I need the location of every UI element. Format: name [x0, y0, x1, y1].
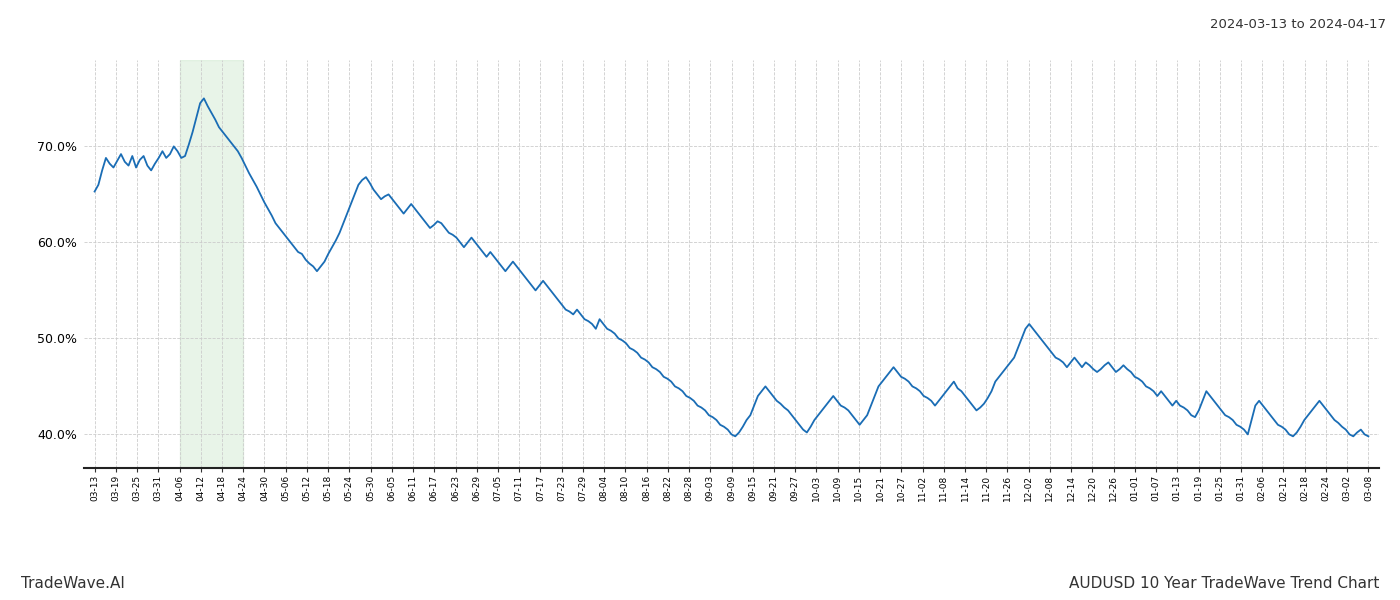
- Bar: [179, 60, 244, 468]
- Text: TradeWave.AI: TradeWave.AI: [21, 576, 125, 591]
- Text: 2024-03-13 to 2024-04-17: 2024-03-13 to 2024-04-17: [1210, 18, 1386, 31]
- Text: AUDUSD 10 Year TradeWave Trend Chart: AUDUSD 10 Year TradeWave Trend Chart: [1068, 576, 1379, 591]
